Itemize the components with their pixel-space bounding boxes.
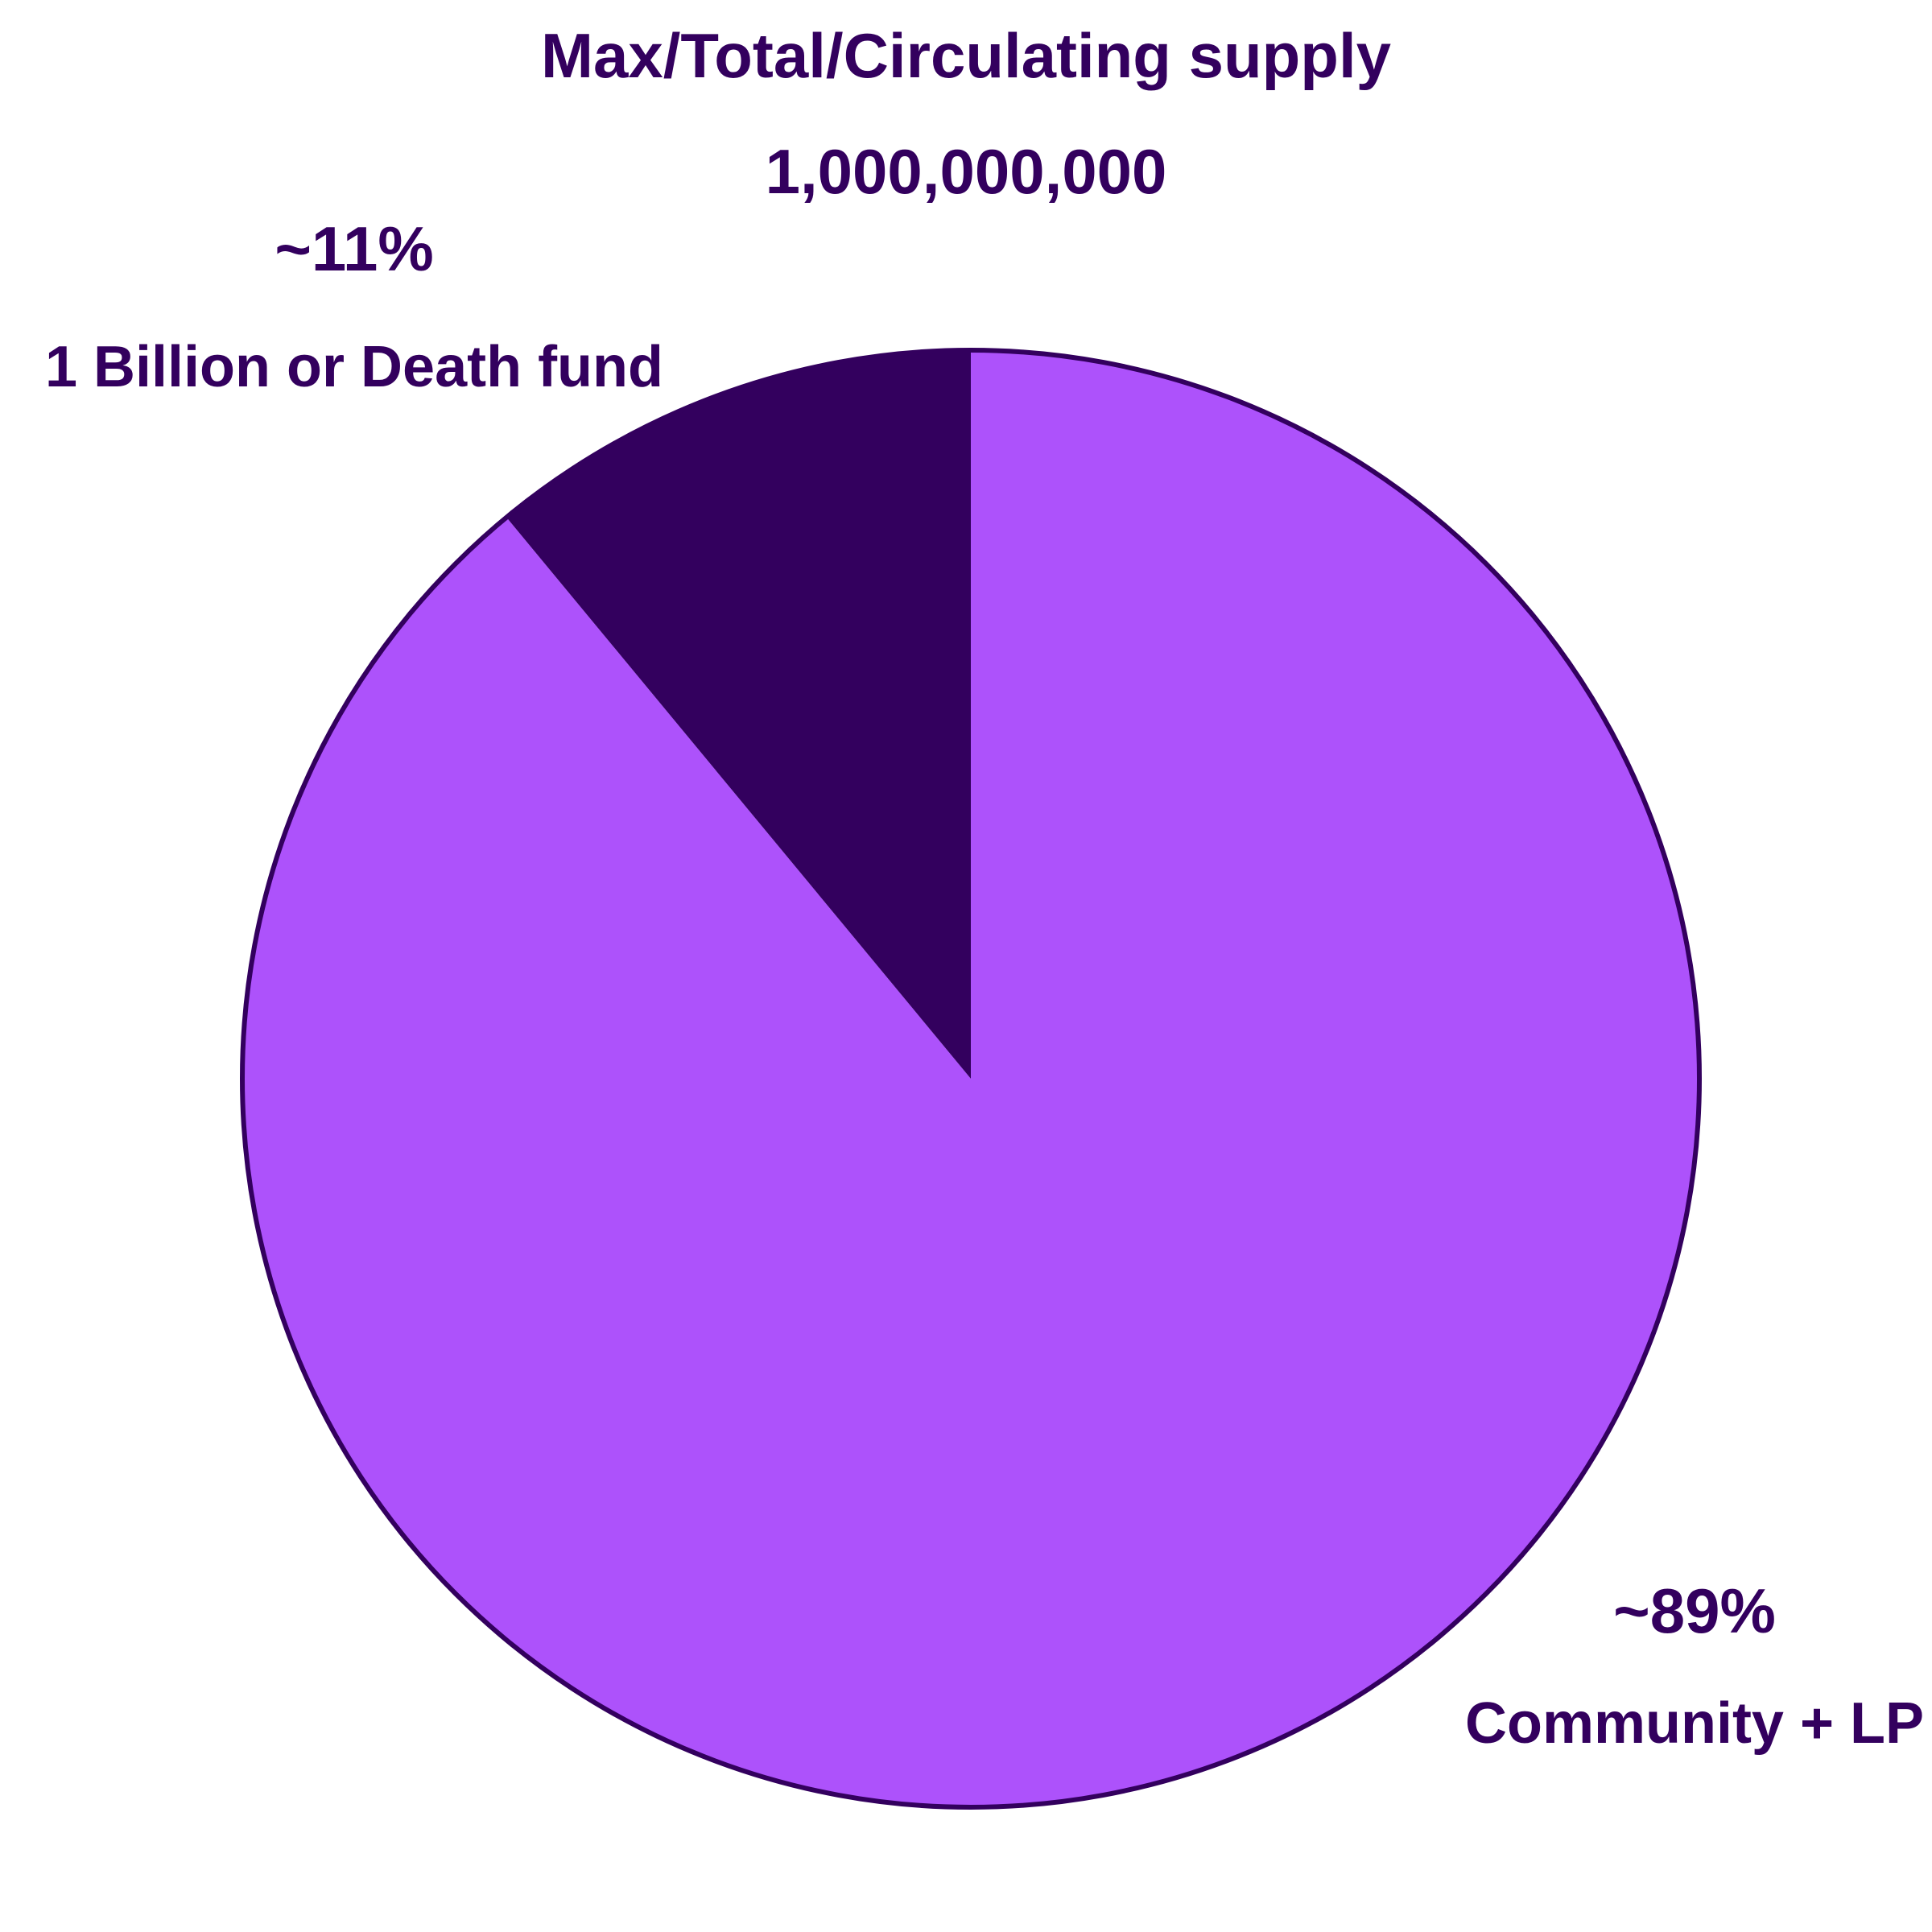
slice-name-label-community: Community + LP <box>1465 1691 1924 1756</box>
pie-slices <box>242 350 1699 1807</box>
slice-pct-label-community: ~89% <box>1613 1575 1776 1646</box>
chart-title: Max/Total/Circulating supply <box>541 20 1391 91</box>
slice-pct-label-fund: ~11% <box>275 213 433 284</box>
slice-name-label-fund: 1 Billion or Death fund <box>45 335 663 399</box>
chart-subtitle: 1,000,000,000 <box>766 136 1167 207</box>
